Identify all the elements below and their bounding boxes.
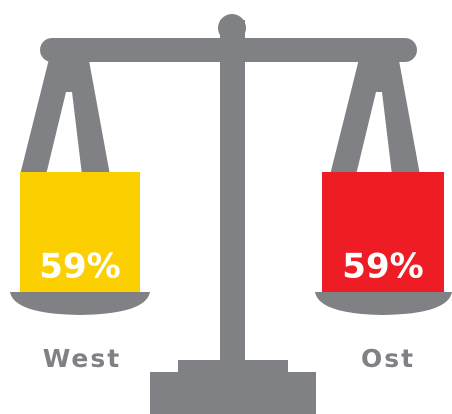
balance-scale: 59% 59% West Ost xyxy=(0,0,452,414)
side-label: Ost xyxy=(361,344,415,373)
value-label: 59% xyxy=(342,247,423,287)
side-label: West xyxy=(43,344,121,373)
value-label: 59% xyxy=(39,247,120,287)
